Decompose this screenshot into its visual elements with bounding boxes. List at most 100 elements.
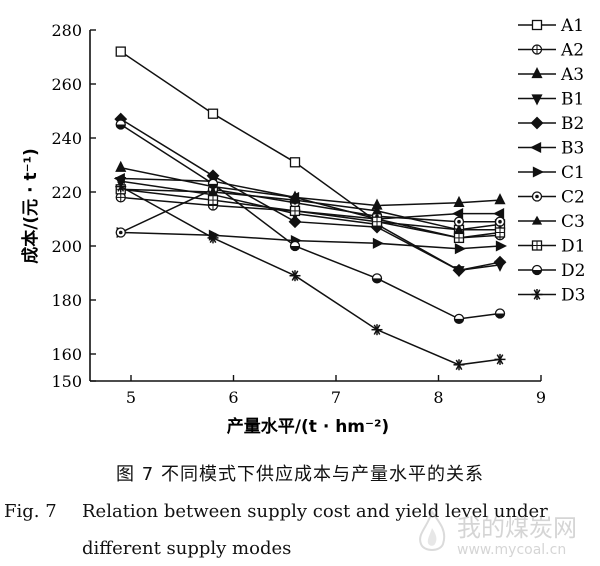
legend-marker bbox=[531, 191, 543, 202]
y-tick-label: 240 bbox=[51, 129, 82, 148]
ticks: 5 6 7 8 9 150 160 180 200 220 240 260 280 bbox=[51, 21, 546, 407]
data-point bbox=[371, 216, 383, 227]
watermark-logo bbox=[419, 510, 446, 551]
series-line bbox=[120, 188, 500, 231]
legend-item: B3 bbox=[518, 139, 584, 159]
y-tick-label: 280 bbox=[51, 21, 82, 40]
series-line bbox=[120, 118, 501, 272]
data-point bbox=[494, 216, 506, 227]
figure-number: Fig. 7 bbox=[4, 501, 57, 522]
series-line bbox=[120, 177, 500, 220]
data-point bbox=[372, 237, 384, 249]
y-tick-label: 220 bbox=[51, 183, 82, 202]
figure-caption-cn: 图 7 不同模式下供应成本与产量水平的关系 bbox=[116, 464, 484, 485]
legend-item: A3 bbox=[518, 65, 584, 85]
data-point bbox=[115, 160, 127, 172]
caption-text-line1: Relation between supply cost and yield l… bbox=[82, 501, 548, 522]
series-line bbox=[120, 231, 501, 250]
data-point bbox=[289, 240, 301, 252]
legend-marker bbox=[531, 240, 543, 251]
series-line bbox=[120, 166, 501, 207]
data-point bbox=[115, 119, 126, 130]
legend-label: A2 bbox=[560, 41, 584, 61]
data-point bbox=[494, 227, 506, 238]
data-point bbox=[371, 273, 383, 284]
data-point bbox=[453, 195, 465, 207]
data-point bbox=[495, 240, 507, 252]
data-point bbox=[289, 205, 301, 217]
legend-label: B2 bbox=[561, 114, 584, 134]
legend-marker bbox=[531, 19, 543, 31]
watermark-url: www.mycoal.cn bbox=[457, 542, 567, 558]
legend-item: C1 bbox=[518, 163, 585, 183]
watermark-text: 我的煤炭网 bbox=[457, 514, 577, 542]
legend-label: B1 bbox=[561, 90, 584, 110]
x-tick-label: 8 bbox=[433, 388, 443, 407]
data-point bbox=[207, 178, 219, 190]
legend-marker bbox=[531, 264, 543, 276]
series-line bbox=[120, 188, 500, 234]
y-tick-label: 160 bbox=[51, 345, 82, 364]
legend-item: B2 bbox=[518, 114, 584, 134]
x-tick-label: 9 bbox=[536, 388, 546, 407]
chart: 5 6 7 8 9 150 160 180 200 220 240 260 280 A1 A2 A3 B1 B2… bbox=[20, 16, 585, 437]
figure-caption-en-line2: different supply modes bbox=[82, 538, 292, 559]
legend-label: B3 bbox=[561, 139, 584, 159]
series bbox=[113, 46, 507, 371]
legend-item: B1 bbox=[518, 90, 584, 110]
data-point bbox=[453, 359, 465, 371]
x-tick-label: 6 bbox=[228, 388, 238, 407]
series-c3 bbox=[115, 183, 506, 234]
data-point bbox=[115, 227, 126, 238]
axes bbox=[89, 30, 541, 382]
legend-marker bbox=[530, 116, 544, 130]
data-point bbox=[371, 205, 383, 215]
legend-item: A1 bbox=[518, 16, 584, 36]
legend-label: C2 bbox=[561, 188, 585, 208]
legend-item: C2 bbox=[518, 188, 585, 208]
x-tick-label: 5 bbox=[126, 388, 136, 407]
data-point bbox=[494, 193, 506, 205]
data-point bbox=[115, 46, 126, 57]
legend-marker bbox=[531, 94, 543, 106]
series-d3 bbox=[115, 181, 506, 371]
legend-label: D3 bbox=[561, 286, 585, 306]
figure-caption-en-line1: Fig. 7 Relation between supply cost and y… bbox=[4, 501, 548, 522]
legend-label: D2 bbox=[561, 261, 585, 281]
data-point bbox=[494, 353, 506, 365]
legend-marker bbox=[531, 289, 543, 300]
data-point bbox=[452, 208, 464, 220]
y-tick-label: 150 bbox=[51, 372, 82, 391]
legend-label: C3 bbox=[561, 212, 585, 232]
x-tick-label: 7 bbox=[331, 388, 341, 407]
data-point bbox=[452, 263, 466, 277]
data-point bbox=[453, 232, 465, 244]
y-axis-label: 成本/(元 · t⁻¹) bbox=[20, 148, 41, 264]
legend-marker bbox=[530, 141, 542, 154]
data-point bbox=[289, 194, 301, 204]
data-point bbox=[207, 232, 219, 244]
legend-item: C3 bbox=[518, 212, 585, 232]
data-point bbox=[115, 181, 127, 193]
data-point bbox=[493, 208, 505, 220]
legend-label: A3 bbox=[560, 65, 584, 85]
legend-item: D2 bbox=[518, 261, 585, 281]
legend-item: D3 bbox=[518, 286, 585, 306]
legend-marker bbox=[532, 166, 544, 178]
series-line bbox=[120, 50, 501, 231]
legend-marker bbox=[531, 215, 543, 225]
y-tick-label: 180 bbox=[51, 291, 82, 310]
series-a1 bbox=[115, 46, 506, 235]
data-point bbox=[207, 108, 219, 119]
series-line bbox=[120, 188, 501, 239]
data-point bbox=[493, 255, 507, 269]
data-point bbox=[288, 215, 302, 229]
data-point bbox=[454, 243, 466, 255]
legend-item: A2 bbox=[518, 41, 584, 61]
data-point bbox=[371, 324, 383, 336]
data-point bbox=[453, 313, 465, 325]
y-tick-label: 260 bbox=[51, 75, 82, 94]
data-point bbox=[207, 194, 219, 206]
legend-label: C1 bbox=[561, 163, 585, 183]
legend-label: A1 bbox=[560, 16, 584, 36]
